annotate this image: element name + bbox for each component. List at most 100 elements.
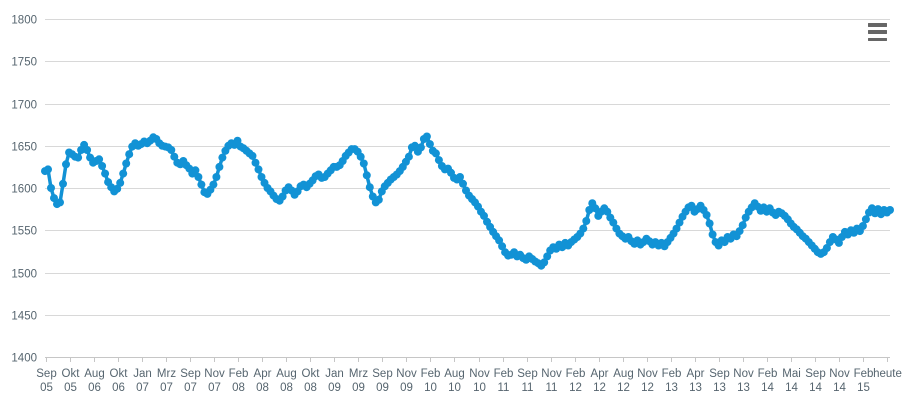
data-point-marker[interactable] <box>456 173 464 181</box>
data-point-marker[interactable] <box>74 153 83 162</box>
y-axis-label: 1800 <box>11 15 37 27</box>
chart-export-menu-button[interactable] <box>867 21 889 43</box>
data-point-marker[interactable] <box>44 165 52 174</box>
data-point-marker[interactable] <box>62 160 70 169</box>
data-point-marker[interactable] <box>95 155 104 164</box>
x-axis-label-month: Mrz <box>157 368 176 380</box>
data-point-marker[interactable] <box>215 162 224 171</box>
data-point-marker[interactable] <box>56 198 64 207</box>
data-point-marker[interactable] <box>116 178 125 187</box>
data-point-marker[interactable] <box>431 149 440 158</box>
data-point-marker[interactable] <box>498 242 507 251</box>
data-point-marker[interactable] <box>422 132 431 141</box>
data-point-marker[interactable] <box>101 169 110 178</box>
data-point-marker[interactable] <box>374 195 383 204</box>
x-axis-label-year: 08 <box>280 382 293 394</box>
x-axis-label-year: 11 <box>522 382 534 394</box>
data-point-marker[interactable] <box>459 179 467 188</box>
data-point-marker[interactable] <box>194 173 203 181</box>
data-point-marker[interactable] <box>738 221 747 230</box>
data-point-marker[interactable] <box>359 159 368 168</box>
data-point-marker[interactable] <box>434 156 443 165</box>
data-point-marker[interactable] <box>113 184 122 193</box>
data-point-marker[interactable] <box>122 159 131 168</box>
x-axis-label-month: Feb <box>566 368 586 380</box>
data-point-marker[interactable] <box>708 230 717 239</box>
data-point-marker[interactable] <box>861 215 870 224</box>
x-axis-label-month: Aug <box>613 368 633 380</box>
data-point-marker[interactable] <box>672 224 681 233</box>
data-point-marker[interactable] <box>83 146 92 154</box>
data-point-marker[interactable] <box>254 165 263 174</box>
data-point-marker[interactable] <box>368 192 377 201</box>
data-point-marker[interactable] <box>50 194 58 203</box>
x-axis-label-year: 13 <box>713 382 726 394</box>
data-point-marker[interactable] <box>858 222 867 230</box>
data-point-marker[interactable] <box>365 183 374 192</box>
data-point-marker[interactable] <box>167 146 176 154</box>
y-axis-label: 1400 <box>11 353 37 365</box>
data-point-marker[interactable] <box>495 236 504 245</box>
data-point-marker[interactable] <box>212 173 221 181</box>
data-point-marker[interactable] <box>248 151 257 160</box>
data-point-marker[interactable] <box>579 224 588 233</box>
x-axis-label-month: Aug <box>444 368 464 380</box>
data-point-marker[interactable] <box>416 143 425 152</box>
data-point-marker[interactable] <box>257 173 266 181</box>
data-point-marker[interactable] <box>822 244 831 252</box>
data-point-marker[interactable] <box>675 218 684 227</box>
x-axis-label-month: Apr <box>591 368 609 380</box>
data-point-marker[interactable] <box>278 192 287 201</box>
x-axis-label-month: Nov <box>469 368 490 380</box>
data-point-marker[interactable] <box>585 206 594 214</box>
x-axis-label-year: 13 <box>737 382 750 394</box>
data-point-marker[interactable] <box>410 141 419 150</box>
y-axis-label: 1450 <box>11 311 37 323</box>
data-point-marker[interactable] <box>218 153 227 162</box>
data-point-marker[interactable] <box>119 169 128 178</box>
data-point-marker[interactable] <box>582 217 591 225</box>
data-point-marker[interactable] <box>834 238 843 247</box>
data-point-marker[interactable] <box>603 207 612 216</box>
data-point-marker[interactable] <box>540 258 549 267</box>
x-axis-label-month: Apr <box>254 368 272 380</box>
data-point-marker[interactable] <box>543 252 552 261</box>
data-point-marker[interactable] <box>59 179 67 188</box>
data-point-marker[interactable] <box>197 180 206 189</box>
data-point-marker[interactable] <box>735 227 744 236</box>
x-axis-label-year: 10 <box>424 382 437 394</box>
data-point-marker[interactable] <box>233 136 242 145</box>
data-point-marker[interactable] <box>125 150 134 159</box>
data-point-marker[interactable] <box>425 140 434 149</box>
data-point-marker[interactable] <box>702 211 711 219</box>
x-axis-label-month: Feb <box>229 368 249 380</box>
data-point-marker[interactable] <box>687 201 696 210</box>
data-point-marker[interactable] <box>591 204 600 213</box>
x-axis-label-year: 13 <box>665 382 678 394</box>
data-point-markers[interactable] <box>41 132 894 270</box>
x-axis-label-year: 11 <box>498 382 510 394</box>
data-point-marker[interactable] <box>98 162 107 170</box>
x-axis-label-month: Feb <box>854 368 874 380</box>
data-point-marker[interactable] <box>609 218 618 227</box>
x-axis-label-year: 14 <box>785 382 798 394</box>
x-axis-label-month: Nov <box>829 368 850 380</box>
x-axis-label-year: 12 <box>593 382 606 394</box>
data-point-marker[interactable] <box>191 166 200 175</box>
data-point-marker[interactable] <box>251 158 260 167</box>
x-axis-label-month: Nov <box>396 368 417 380</box>
data-point-marker[interactable] <box>886 206 894 214</box>
data-point-marker[interactable] <box>705 219 714 228</box>
data-point-marker[interactable] <box>741 213 750 222</box>
data-point-marker[interactable] <box>47 184 55 192</box>
data-point-marker[interactable] <box>170 152 179 161</box>
data-point-marker[interactable] <box>356 152 365 161</box>
x-axis-label-month: Okt <box>62 368 81 380</box>
data-point-marker[interactable] <box>480 211 488 220</box>
data-point-marker[interactable] <box>362 171 371 180</box>
x-axis-label-month: Okt <box>110 368 129 380</box>
data-point-marker[interactable] <box>404 152 413 161</box>
x-axis-label-year: 08 <box>232 382 245 394</box>
data-point-marker[interactable] <box>209 180 218 189</box>
